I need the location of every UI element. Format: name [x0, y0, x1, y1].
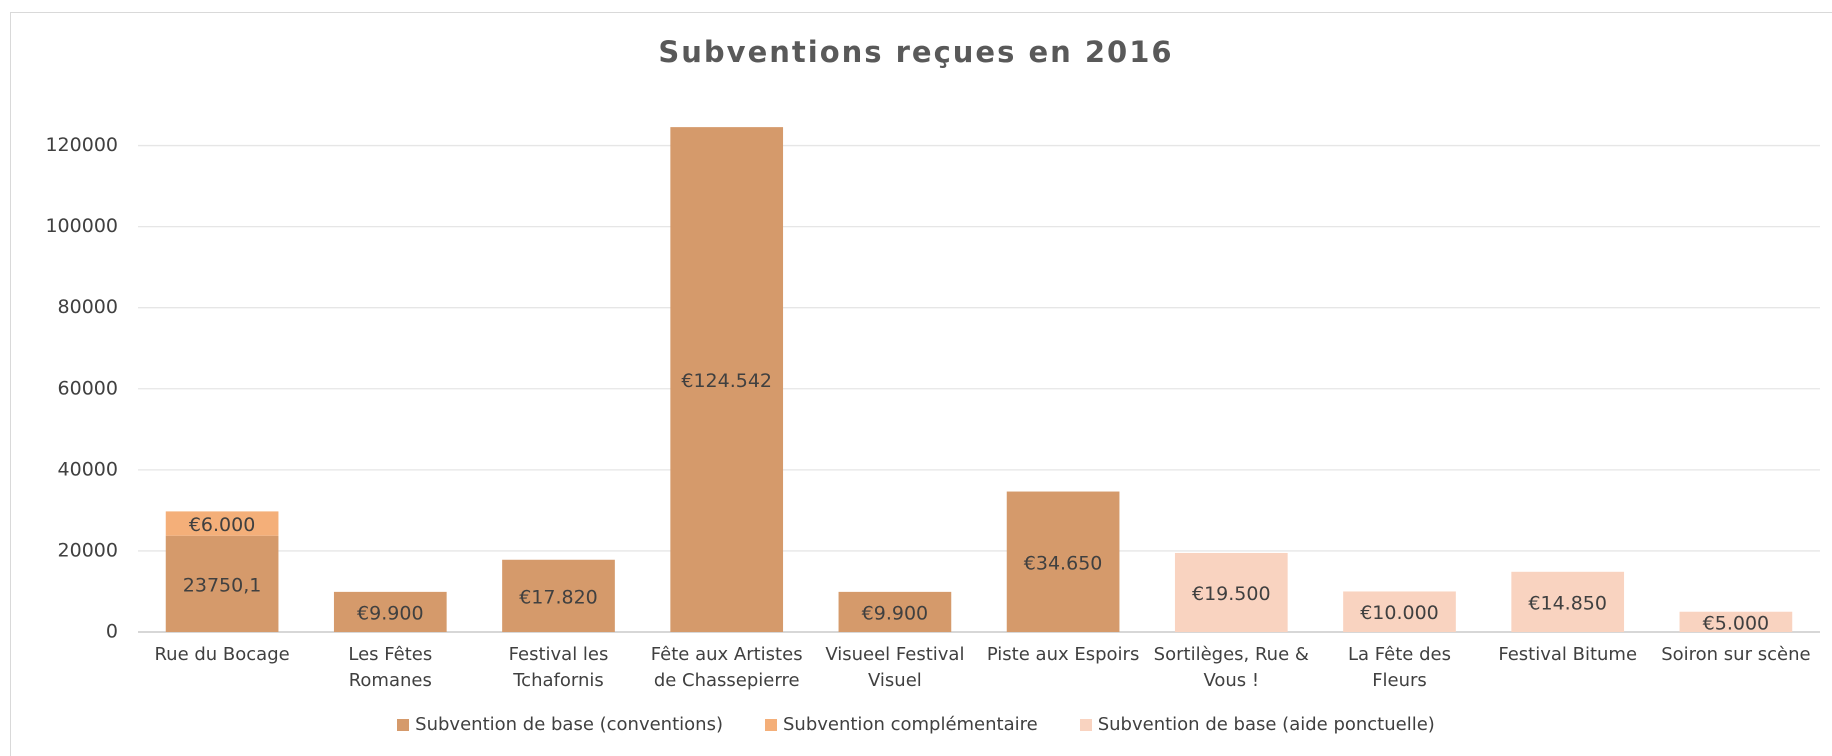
legend-swatch [1079, 718, 1092, 731]
legend-item: Subvention complémentaire [764, 714, 1038, 735]
data-label: €17.820 [519, 586, 598, 608]
y-tick-label: 0 [106, 621, 118, 643]
bar-segment [1174, 552, 1288, 632]
data-label: €9.900 [357, 602, 423, 624]
y-tick-label: 100000 [45, 215, 118, 237]
legend-swatch [397, 718, 410, 731]
legend-label: Subvention de base (aide ponctuelle) [1097, 714, 1435, 735]
bar-segment [165, 535, 279, 632]
data-label: €6.000 [189, 514, 255, 536]
data-label: 23750,1 [183, 574, 262, 596]
x-tick-label: Soiron sur scène [1661, 644, 1811, 665]
x-tick-label: Les Fêtes Romanes [348, 644, 433, 691]
y-tick-label: 20000 [58, 539, 118, 561]
bar-segment [502, 559, 615, 632]
legend-swatch [764, 718, 777, 731]
legend: Subvention de base (conventions) Subventi… [0, 714, 1832, 735]
bar-segment [670, 127, 784, 633]
data-label: €34.650 [1024, 552, 1103, 574]
data-label: €9.900 [862, 602, 928, 624]
bar-segment [1343, 591, 1456, 632]
legend-item: Subvention de base (aide ponctuelle) [1079, 714, 1435, 735]
legend-item: Subvention de base (conventions) [397, 714, 723, 735]
x-tick-label: Piste aux Espoirs [986, 644, 1140, 665]
data-label: €19.500 [1192, 583, 1271, 605]
y-tick-label: 60000 [58, 377, 118, 399]
x-tick-label: Sortilèges, Rue & Vous ! [1153, 644, 1309, 691]
x-tick-label: Festival les Tchafornis [508, 644, 609, 691]
chart-frame [10, 12, 1832, 756]
x-tick-label: La Fête des Fleurs [1348, 644, 1451, 691]
data-label: €5.000 [1703, 612, 1769, 634]
bar-segment [838, 591, 952, 632]
bar-segment [1006, 491, 1120, 632]
y-tick-label: 120000 [45, 134, 118, 156]
chart-title: Subventions reçues en 2016 [658, 35, 1173, 69]
legend-label: Subvention complémentaire [782, 714, 1038, 735]
legend-label: Subvention de base (conventions) [415, 714, 723, 735]
data-label: €14.850 [1528, 592, 1607, 614]
data-label: €124.542 [681, 370, 772, 392]
y-tick-label: 40000 [58, 458, 118, 480]
x-tick-label: Rue du Bocage [154, 644, 290, 665]
bar-segment [165, 511, 279, 536]
x-tick-label: Festival Bitume [1498, 644, 1638, 665]
x-tick-label: Fête aux Artistes de Chassepierre [650, 644, 803, 691]
data-label: €10.000 [1360, 602, 1439, 624]
x-tick-label: Visueel Festival Visuel [825, 644, 965, 691]
y-tick-label: 80000 [58, 296, 118, 318]
bar-segment [1511, 571, 1625, 632]
bar-segment [333, 591, 447, 632]
bar-segment [1679, 611, 1793, 632]
